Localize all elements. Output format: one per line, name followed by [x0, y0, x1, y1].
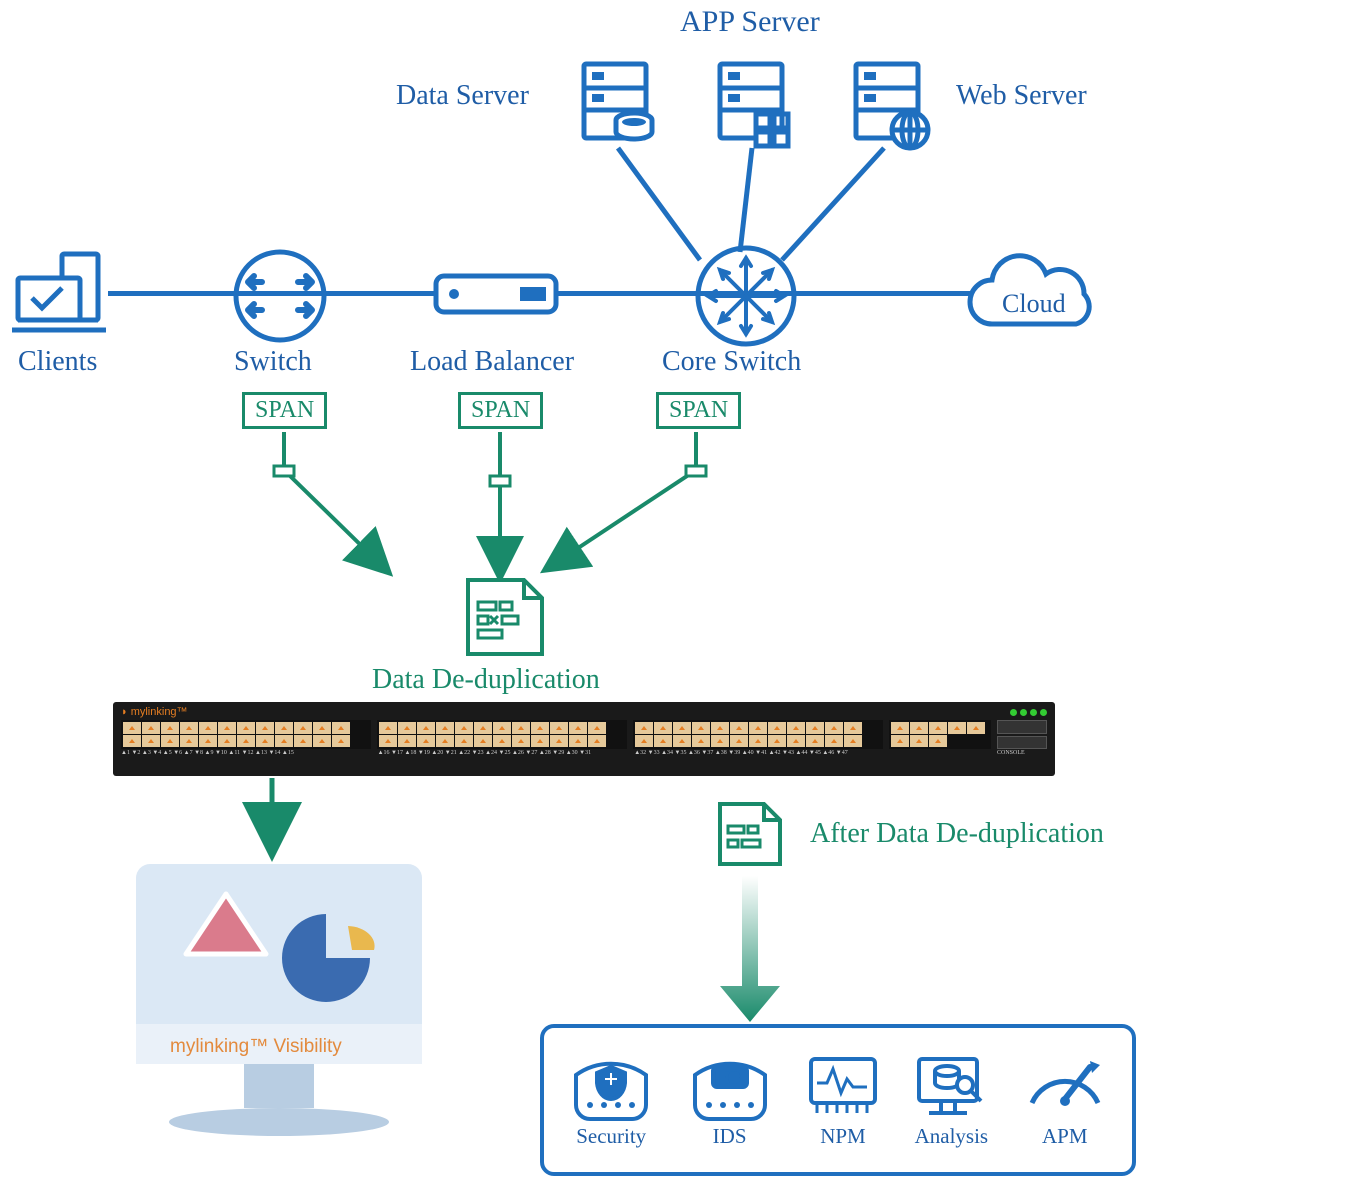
tool-ids-label: IDS — [685, 1124, 775, 1149]
port-group-4 — [889, 720, 991, 749]
mgmt-ports — [997, 720, 1047, 749]
svg-text:IDS: IDS — [717, 1070, 739, 1085]
tools-box: Security IDS IDS NPM Analysis APM — [540, 1024, 1136, 1176]
label-after-dedup: After Data De-duplication — [810, 818, 1104, 850]
label-dedup: Data De-duplication — [372, 664, 600, 696]
tool-analysis-label: Analysis — [911, 1124, 991, 1149]
device-brand: ◗ mylinking™ — [121, 706, 188, 718]
span-arrows — [0, 0, 1351, 700]
after-dedup-doc-icon — [712, 796, 790, 877]
arrow-to-tools — [700, 876, 800, 1026]
arrow-to-monitor — [260, 778, 290, 848]
network-packet-broker-device: ◗ mylinking™ ▲1 ▼2 ▲3 ▼4 ▲5 ▼6 ▲7 ▼8 ▲9 … — [113, 702, 1055, 776]
tool-ids: IDS IDS — [685, 1051, 775, 1149]
tool-npm: NPM — [803, 1051, 883, 1149]
visibility-monitor: mylinking™ Visibility — [126, 854, 432, 1149]
dedup-doc-icon — [458, 570, 554, 671]
visibility-caption: mylinking™ Visibility — [170, 1036, 342, 1058]
tool-analysis: Analysis — [911, 1051, 991, 1149]
port-group-1 — [121, 720, 371, 749]
port-group-3 — [633, 720, 883, 749]
port-labels: ▲1 ▼2 ▲3 ▼4 ▲5 ▼6 ▲7 ▼8 ▲9 ▼10 ▲11 ▼12 ▲… — [113, 749, 1055, 759]
device-leds — [1010, 709, 1047, 716]
tool-npm-label: NPM — [803, 1124, 883, 1149]
tool-security: Security — [566, 1051, 656, 1149]
tool-security-label: Security — [566, 1124, 656, 1149]
port-group-2 — [377, 720, 627, 749]
tool-apm-label: APM — [1020, 1124, 1110, 1149]
tool-apm: APM — [1020, 1051, 1110, 1149]
